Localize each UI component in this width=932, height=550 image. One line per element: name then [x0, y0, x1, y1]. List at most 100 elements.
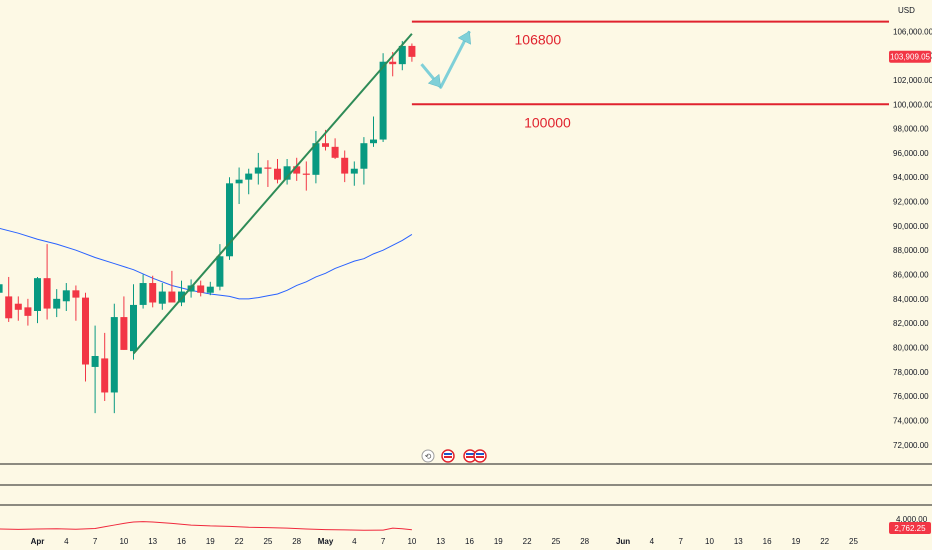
date-tick: 7 [381, 537, 386, 546]
price-tick: 72,000.00 [893, 441, 929, 450]
date-tick: 7 [93, 537, 98, 546]
level-label: 100000 [524, 114, 571, 130]
candle-body [72, 290, 80, 298]
candle-body [34, 278, 41, 311]
last-price-badge: 103,909.05 [889, 50, 931, 63]
candle-body [110, 317, 118, 393]
candle-body [158, 291, 166, 304]
date-tick: 13 [734, 537, 743, 546]
candle-body [293, 166, 301, 174]
candle-body [130, 304, 137, 352]
candle-body [398, 45, 406, 65]
candle-body [350, 168, 358, 174]
date-tick: 16 [763, 537, 772, 546]
candle-body [206, 286, 214, 293]
date-tick: 4 [352, 537, 357, 546]
price-tick: 80,000.00 [893, 343, 929, 352]
candle-body [91, 355, 99, 367]
candle-body [24, 307, 32, 316]
candle-body [62, 290, 70, 302]
date-tick: 10 [119, 537, 128, 546]
time-axis[interactable]: Apr 4 7 10 13 16 19 22 25 28 May 4 7 10 13 16 19 22 25 28 Ju… [31, 537, 859, 546]
date-tick: 19 [206, 537, 215, 546]
earnings-icon[interactable]: ⟲ [421, 449, 435, 463]
price-tick: 78,000.00 [893, 368, 929, 377]
date-tick: 19 [791, 537, 800, 546]
date-tick: 7 [678, 537, 683, 546]
candle-body [149, 283, 157, 303]
trendline-path[interactable] [132, 33, 413, 355]
price-tick: 100,000.00 [893, 100, 932, 109]
event-icons[interactable]: ⟲ [421, 449, 487, 463]
date-tick: 16 [177, 537, 186, 546]
candle [149, 275, 157, 308]
price-tick: 106,000.00 [893, 27, 932, 36]
candle-body [226, 183, 233, 257]
candle-body [331, 146, 339, 158]
candle [216, 244, 224, 291]
candle-body [139, 283, 147, 305]
lower-indicator-line [0, 521, 412, 531]
candle [43, 244, 51, 320]
date-tick: 4 [650, 537, 655, 546]
candle [91, 325, 99, 414]
candle-body [14, 303, 22, 310]
date-tick: 10 [407, 537, 416, 546]
candle [302, 161, 310, 191]
candle-body [168, 291, 176, 303]
price-tick: 96,000.00 [893, 149, 929, 158]
currency-label: USD [898, 6, 915, 15]
price-axis[interactable]: USD 106,000.00104,000.00102,000.00100,00… [893, 6, 932, 450]
candle [5, 276, 13, 322]
news-flag-icon-3[interactable] [473, 449, 487, 463]
candle [158, 283, 166, 310]
date-tick: 22 [820, 537, 829, 546]
date-tick: 25 [551, 537, 560, 546]
candle [206, 281, 214, 296]
date-tick: 19 [494, 537, 503, 546]
candle-body [245, 173, 253, 180]
candle-body [5, 296, 13, 319]
indicator-path [0, 521, 412, 531]
candle-body [408, 45, 416, 57]
date-tick: 28 [292, 537, 301, 546]
candle [360, 137, 368, 185]
candle [350, 161, 358, 186]
candle-body [264, 167, 272, 169]
news-flag-icon-2[interactable] [463, 449, 477, 463]
trendline[interactable] [132, 33, 413, 355]
date-tick: 13 [148, 537, 157, 546]
candle-body [302, 173, 310, 175]
date-tick: 13 [436, 537, 445, 546]
candle [101, 332, 109, 401]
candle-body [389, 61, 397, 65]
price-tick: 102,000.00 [893, 76, 932, 85]
price-tick: 98,000.00 [893, 125, 929, 134]
candle [34, 276, 41, 324]
price-levels[interactable]: 106800 100000 [411, 20, 889, 131]
ma-path [0, 228, 413, 300]
date-tick: Jun [616, 537, 630, 546]
candle-body [53, 298, 61, 309]
price-tick: 74,000.00 [893, 416, 929, 425]
candle [168, 270, 176, 303]
arrow-head-up [457, 30, 471, 45]
price-tick: 82,000.00 [893, 319, 929, 328]
price-tick: 94,000.00 [893, 173, 929, 182]
candle [408, 43, 416, 62]
candle-body [216, 256, 224, 287]
indicator-tick: 4,000.00 [896, 515, 928, 524]
projection-arrow[interactable] [420, 30, 471, 89]
candle [62, 283, 70, 311]
candle [197, 280, 205, 297]
arrow-head-down [427, 73, 441, 88]
news-flag-icon[interactable] [441, 449, 455, 463]
candle [53, 289, 61, 318]
indicator-last-value: 2,762.25 [894, 524, 926, 533]
candle-body [197, 285, 205, 293]
candles [0, 41, 416, 414]
price-tick: 88,000.00 [893, 246, 929, 255]
candle [0, 284, 3, 293]
